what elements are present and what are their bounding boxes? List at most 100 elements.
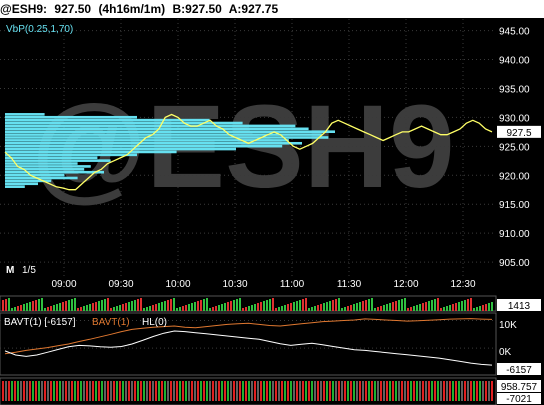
vbp-bar [5, 156, 98, 160]
bottom-bar [119, 381, 121, 401]
volume-bar [170, 299, 172, 311]
volume-bar [11, 308, 13, 311]
time-tick-label: 09:00 [51, 279, 76, 290]
bottom-bar [356, 381, 358, 401]
volume-bar [47, 307, 49, 311]
bottom-bar [23, 381, 25, 401]
volume-bar [290, 303, 292, 311]
bottom-bar [113, 381, 115, 401]
volume-bar [146, 307, 148, 311]
bottom-bar [491, 381, 493, 401]
volume-bar [59, 303, 61, 311]
bottom-bar [398, 381, 400, 401]
bottom-bar [458, 381, 460, 401]
bottom-bar [98, 381, 100, 401]
volume-bar [401, 299, 403, 311]
volume-bars [2, 298, 493, 311]
vbp-bar [5, 165, 91, 168]
volume-bar [257, 303, 259, 311]
bottom-bar [284, 381, 286, 401]
volume-bar [317, 305, 319, 311]
bottom-bar [146, 381, 148, 401]
volume-bar [215, 306, 217, 311]
bottom-bar [188, 381, 190, 401]
volume-bar [230, 301, 232, 311]
vbp-bar [5, 153, 137, 157]
volume-bar [359, 302, 361, 311]
vbp-bar [5, 179, 52, 183]
volume-bar [320, 304, 322, 311]
volume-bar [50, 306, 52, 311]
price-tick-label: 935.00 [499, 84, 530, 95]
vbp-bar [5, 141, 302, 145]
volume-bar [410, 307, 412, 311]
last-price-box [497, 125, 541, 138]
volume-bar [437, 298, 439, 311]
bavt-tick-10k: 10K [499, 320, 517, 331]
bottom-bar [62, 381, 64, 401]
bavt-grid [0, 320, 496, 349]
volume-bar [470, 298, 472, 311]
bottom-bar [365, 381, 367, 401]
bottom-bar [50, 381, 52, 401]
volume-bar [221, 304, 223, 311]
volume-bar [392, 302, 394, 311]
volume-bar [128, 302, 130, 311]
bottom-bar [410, 381, 412, 401]
vbp-bar [5, 133, 322, 136]
volume-bar [122, 304, 124, 311]
volume-bar [491, 302, 493, 311]
bottom-bar [239, 381, 241, 401]
volume-bar [212, 307, 214, 311]
volume-bar [200, 300, 202, 311]
volume-bar [101, 300, 103, 311]
bottom-bar [332, 381, 334, 401]
volume-bar [188, 304, 190, 311]
volume-bar [140, 298, 142, 311]
price-axis: 945.00 940.00 935.00 930.00 925.00 920.00 915.… [499, 27, 530, 269]
bottom-bar [353, 381, 355, 401]
bottom-bars [2, 381, 493, 401]
bottom-bar [422, 381, 424, 401]
volume-bar [176, 308, 178, 311]
volume-bar [413, 306, 415, 311]
bottom-bar [14, 381, 16, 401]
symbol-label: @ESH9: [0, 2, 48, 16]
volume-bar [119, 305, 121, 311]
bottom-bar [209, 381, 211, 401]
bottom-bar [383, 381, 385, 401]
volume-bar [194, 302, 196, 311]
volume-bar [446, 306, 448, 311]
vbp-bar [5, 130, 335, 133]
bottom-bar [386, 381, 388, 401]
volume-bar [422, 303, 424, 311]
bottom-bar [287, 381, 289, 401]
volume-bar [158, 303, 160, 311]
bavt-series-a [4, 318, 493, 355]
volume-bar [104, 299, 106, 311]
bottom-bar [128, 381, 130, 401]
bottom-bar [392, 381, 394, 401]
volume-bar [299, 300, 301, 311]
bottom-bar [5, 381, 7, 401]
bottom-bar [464, 381, 466, 401]
volume-bar [53, 305, 55, 311]
bottom-bar [122, 381, 124, 401]
volume-bar [485, 304, 487, 311]
bottom-bar [482, 381, 484, 401]
bottom-bar [92, 381, 94, 401]
last-price-value: 927.5 [506, 128, 531, 139]
volume-bar [248, 306, 250, 311]
volume-bar [398, 300, 400, 311]
volume-bar [161, 302, 163, 311]
volume-bar [308, 308, 310, 311]
interval-label: (4h16m/1m) [98, 2, 166, 16]
volume-bar [347, 306, 349, 311]
volume-bar [344, 307, 346, 311]
bottom-bar [296, 381, 298, 401]
bottom-bar [269, 381, 271, 401]
volume-bar [386, 304, 388, 311]
bottom-bar [305, 381, 307, 401]
